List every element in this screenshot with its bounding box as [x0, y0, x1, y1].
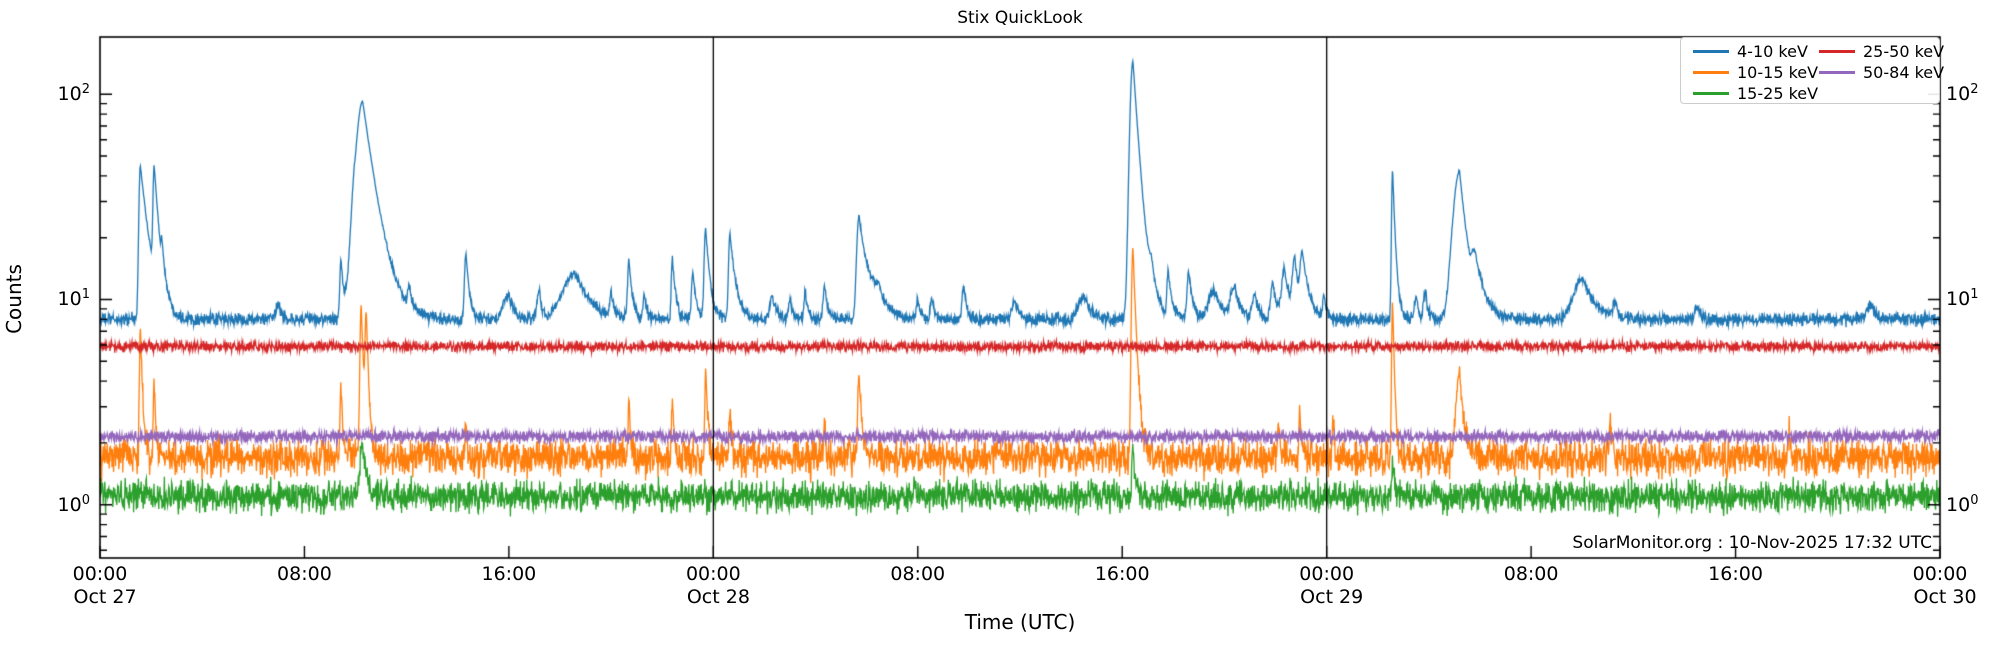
y-tick-label-right: 102: [1946, 82, 1979, 106]
x-tick-day-label: Oct 28: [686, 586, 750, 608]
y-tick-label-right: 101: [1946, 287, 1979, 311]
legend-item: 25-50 keV: [1819, 41, 1944, 61]
x-tick-label: 16:00: [1094, 563, 1150, 585]
legend-item: 10-15 keV: [1693, 62, 1818, 82]
y-tick-label-left: 102: [57, 82, 90, 106]
chart-title: Stix QuickLook: [957, 8, 1083, 28]
y-tick-label-left: 100: [57, 492, 90, 516]
x-axis-label: Time (UTC): [964, 610, 1076, 634]
x-tick-label: 00:00: [72, 563, 128, 585]
legend-item: 50-84 keV: [1819, 62, 1944, 82]
x-tick-label: 00:00: [1912, 563, 1968, 585]
legend-line-sample: [1693, 70, 1729, 74]
legend-line-sample: [1819, 49, 1855, 53]
legend-item-label: 25-50 keV: [1863, 41, 1945, 61]
y-tick-label-left: 101: [57, 287, 90, 311]
x-tick-label: 16:00: [481, 563, 537, 585]
x-tick-label: 00:00: [685, 563, 741, 585]
legend-item: 4-10 keV: [1693, 41, 1808, 61]
legend-item-label: 4-10 keV: [1737, 41, 1808, 61]
legend-line-sample: [1693, 91, 1729, 95]
x-tick-day-label: Oct 30: [1913, 586, 1977, 608]
watermark-text: SolarMonitor.org : 10-Nov-2025 17:32 UTC: [1572, 533, 1932, 553]
legend: 4-10 keV 10-15 keV 15-25 keV 25-50 keV 50-84…: [1680, 37, 1944, 104]
x-tick-label: 16:00: [1708, 563, 1763, 585]
legend-item-label: 15-25 keV: [1737, 83, 1819, 103]
x-tick-label: 08:00: [890, 563, 946, 585]
x-tick-day-label: Oct 29: [1300, 586, 1364, 608]
x-tick-label: 00:00: [1299, 563, 1355, 585]
legend-item-label: 50-84 keV: [1863, 62, 1945, 82]
x-tick-label: 08:00: [277, 563, 332, 585]
legend-item-label: 10-15 keV: [1737, 62, 1819, 82]
x-tick-label: 08:00: [1503, 563, 1559, 585]
legend-item: 15-25 keV: [1693, 83, 1818, 103]
legend-line-sample: [1693, 49, 1729, 53]
y-tick-label-right: 100: [1946, 492, 1979, 516]
x-tick-day-label: Oct 27: [73, 586, 137, 608]
legend-line-sample: [1819, 70, 1855, 74]
y-axis-label: Counts: [2, 264, 26, 334]
